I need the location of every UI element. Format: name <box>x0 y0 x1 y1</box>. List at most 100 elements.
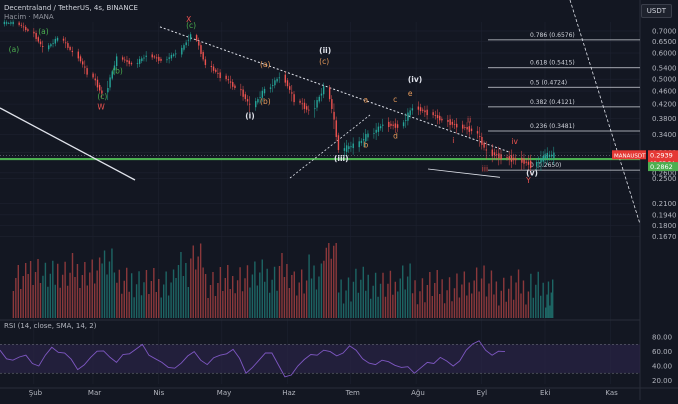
candle-body <box>348 146 350 150</box>
volume-bar <box>231 276 234 318</box>
candle-body <box>491 149 493 157</box>
candle-body <box>121 57 124 60</box>
volume-bar <box>101 263 103 318</box>
symbol-header[interactable]: Decentraland / TetherUS, 4s, BINANCE <box>4 4 138 12</box>
volume-bar <box>37 259 39 318</box>
volume-bar <box>103 250 106 318</box>
candle-body <box>436 115 439 119</box>
candle-body <box>476 131 479 134</box>
price-axis-tick: 0.3800 <box>652 115 677 123</box>
candle-body <box>498 153 500 159</box>
price-axis-tick: 0.2600 <box>652 169 677 177</box>
wave-label: (a) <box>38 27 49 36</box>
volume-bar <box>145 270 148 318</box>
volume-bar <box>229 289 231 318</box>
candle-body <box>113 65 116 71</box>
support-tag: 0.2862 <box>650 163 673 171</box>
volume-bar <box>360 279 362 318</box>
volume-bar <box>246 265 249 318</box>
volume-bar <box>512 299 515 318</box>
candle-body <box>249 103 251 105</box>
price-axis-tick: 0.1940 <box>652 211 677 219</box>
candle-body <box>185 42 187 46</box>
volume-bar <box>52 260 54 318</box>
candle-body <box>299 100 301 103</box>
candle-body <box>390 123 392 126</box>
candle-body <box>12 21 14 25</box>
wave-label: iv <box>511 137 518 146</box>
volume-bar <box>328 243 330 318</box>
currency-button[interactable]: USDT <box>640 4 672 18</box>
candle-body <box>375 129 377 133</box>
candle-body <box>352 143 354 149</box>
volume-bar <box>429 272 431 318</box>
volume-bar <box>387 283 389 318</box>
candle-body <box>33 31 35 34</box>
volume-bar <box>458 297 461 318</box>
candle-body <box>422 109 424 111</box>
candle-body <box>210 66 213 68</box>
candle-body <box>411 108 414 111</box>
candle-body <box>483 143 485 148</box>
volume-bar <box>283 277 286 318</box>
volume-bar <box>540 295 542 318</box>
price-axis-tick: 0.5400 <box>652 65 677 73</box>
volume-bar <box>150 281 153 318</box>
candle-body <box>276 78 278 82</box>
volume-bar <box>510 275 512 318</box>
volume-bar <box>180 252 182 318</box>
candle-body <box>50 44 52 47</box>
candle-body <box>278 77 281 79</box>
candle-body <box>94 78 96 81</box>
candle-body <box>259 97 261 98</box>
volume-bar <box>305 280 308 318</box>
candle-body <box>160 58 162 61</box>
candle-body <box>485 149 488 151</box>
candle-body <box>493 152 496 156</box>
volume-bar <box>190 258 192 318</box>
candle-body <box>320 93 323 96</box>
candle-body <box>432 112 434 116</box>
volume-bar <box>251 274 254 318</box>
candle-body <box>548 154 551 157</box>
candle-body <box>479 136 481 137</box>
volume-bar <box>256 285 259 318</box>
volume-bar <box>411 293 414 318</box>
candle-body <box>337 135 340 150</box>
rsi-legend[interactable]: RSI (14, close, SMA, 14, 2) <box>4 322 97 330</box>
candle-body <box>71 50 74 53</box>
candle-body <box>318 96 320 102</box>
volume-bar <box>254 261 256 318</box>
wave-label: a <box>364 95 369 104</box>
wave-label: c <box>393 95 397 104</box>
candle-body <box>111 71 113 79</box>
candle-body <box>328 87 331 100</box>
volume-bar <box>392 294 394 318</box>
volume-bar <box>140 295 143 318</box>
candle-body <box>155 57 158 59</box>
fib-level-label: 0.786 (0.6576) <box>530 32 575 39</box>
volume-bar <box>165 271 167 318</box>
volume-bar <box>310 278 313 318</box>
candle-body <box>5 22 8 24</box>
wedge-line <box>427 168 501 178</box>
candle-body <box>521 157 523 163</box>
volume-bar <box>318 276 320 318</box>
wave-label: (b) <box>112 67 123 76</box>
trendline-upper <box>159 26 511 153</box>
volume-bar <box>333 245 335 318</box>
candle-body <box>229 81 232 83</box>
candle-body <box>225 75 227 80</box>
volume-bar <box>527 291 530 318</box>
candle-body <box>308 109 310 111</box>
price-axis-tick: 0.1670 <box>652 233 677 241</box>
candle-body <box>261 90 264 98</box>
volume-bar <box>234 293 236 318</box>
volume-bar <box>345 290 347 318</box>
candle-body <box>62 38 65 41</box>
volume-bar <box>177 265 180 318</box>
candle-body <box>153 56 156 58</box>
candle-body <box>96 79 99 88</box>
